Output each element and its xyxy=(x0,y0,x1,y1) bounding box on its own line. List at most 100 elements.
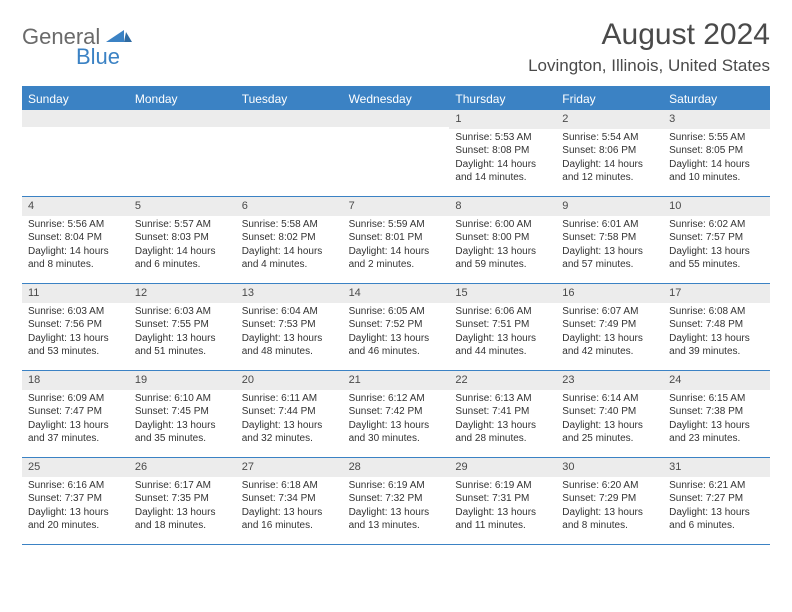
sunrise-text: Sunrise: 6:16 AM xyxy=(28,479,123,493)
sunset-text: Sunset: 7:42 PM xyxy=(349,405,444,419)
day-body: Sunrise: 6:02 AMSunset: 7:57 PMDaylight:… xyxy=(663,216,770,276)
daylight-text: Daylight: 13 hours and 13 minutes. xyxy=(349,506,444,533)
daylight-text: Daylight: 13 hours and 11 minutes. xyxy=(455,506,550,533)
calendar-day-cell xyxy=(22,110,129,196)
day-number: 30 xyxy=(556,458,663,477)
sunset-text: Sunset: 7:56 PM xyxy=(28,318,123,332)
daylight-text: Daylight: 13 hours and 48 minutes. xyxy=(242,332,337,359)
day-body: Sunrise: 6:19 AMSunset: 7:32 PMDaylight:… xyxy=(343,477,450,537)
sunrise-text: Sunrise: 6:06 AM xyxy=(455,305,550,319)
day-number: 8 xyxy=(449,197,556,216)
sunset-text: Sunset: 8:05 PM xyxy=(669,144,764,158)
daylight-text: Daylight: 13 hours and 16 minutes. xyxy=(242,506,337,533)
day-header: Saturday xyxy=(663,88,770,110)
sunset-text: Sunset: 8:01 PM xyxy=(349,231,444,245)
day-body: Sunrise: 6:03 AMSunset: 7:55 PMDaylight:… xyxy=(129,303,236,363)
sunset-text: Sunset: 7:48 PM xyxy=(669,318,764,332)
sunset-text: Sunset: 8:02 PM xyxy=(242,231,337,245)
calendar-day-cell: 18Sunrise: 6:09 AMSunset: 7:47 PMDayligh… xyxy=(22,371,129,457)
day-body: Sunrise: 6:08 AMSunset: 7:48 PMDaylight:… xyxy=(663,303,770,363)
day-body: Sunrise: 5:57 AMSunset: 8:03 PMDaylight:… xyxy=(129,216,236,276)
calendar-day-cell: 13Sunrise: 6:04 AMSunset: 7:53 PMDayligh… xyxy=(236,284,343,370)
day-number: 26 xyxy=(129,458,236,477)
sunset-text: Sunset: 7:34 PM xyxy=(242,492,337,506)
daylight-text: Daylight: 13 hours and 30 minutes. xyxy=(349,419,444,446)
day-body: Sunrise: 6:00 AMSunset: 8:00 PMDaylight:… xyxy=(449,216,556,276)
day-number: 4 xyxy=(22,197,129,216)
day-body: Sunrise: 6:15 AMSunset: 7:38 PMDaylight:… xyxy=(663,390,770,450)
sunset-text: Sunset: 8:00 PM xyxy=(455,231,550,245)
sunrise-text: Sunrise: 6:00 AM xyxy=(455,218,550,232)
sunset-text: Sunset: 7:41 PM xyxy=(455,405,550,419)
day-number: 15 xyxy=(449,284,556,303)
daylight-text: Daylight: 13 hours and 8 minutes. xyxy=(562,506,657,533)
sunrise-text: Sunrise: 6:03 AM xyxy=(28,305,123,319)
day-number: 27 xyxy=(236,458,343,477)
day-number: 1 xyxy=(449,110,556,129)
calendar-day-cell: 29Sunrise: 6:19 AMSunset: 7:31 PMDayligh… xyxy=(449,458,556,544)
daylight-text: Daylight: 14 hours and 2 minutes. xyxy=(349,245,444,272)
day-number: 20 xyxy=(236,371,343,390)
day-body: Sunrise: 6:12 AMSunset: 7:42 PMDaylight:… xyxy=(343,390,450,450)
day-body: Sunrise: 6:03 AMSunset: 7:56 PMDaylight:… xyxy=(22,303,129,363)
day-body: Sunrise: 6:19 AMSunset: 7:31 PMDaylight:… xyxy=(449,477,556,537)
day-number: 14 xyxy=(343,284,450,303)
day-body: Sunrise: 6:04 AMSunset: 7:53 PMDaylight:… xyxy=(236,303,343,363)
sunrise-text: Sunrise: 6:03 AM xyxy=(135,305,230,319)
sunrise-text: Sunrise: 5:59 AM xyxy=(349,218,444,232)
sunset-text: Sunset: 8:08 PM xyxy=(455,144,550,158)
sunset-text: Sunset: 8:04 PM xyxy=(28,231,123,245)
calendar-day-cell: 21Sunrise: 6:12 AMSunset: 7:42 PMDayligh… xyxy=(343,371,450,457)
sunset-text: Sunset: 7:27 PM xyxy=(669,492,764,506)
day-header: Sunday xyxy=(22,88,129,110)
day-number: 28 xyxy=(343,458,450,477)
sunset-text: Sunset: 7:40 PM xyxy=(562,405,657,419)
calendar-day-cell: 24Sunrise: 6:15 AMSunset: 7:38 PMDayligh… xyxy=(663,371,770,457)
calendar-day-cell: 2 Sunrise: 5:54 AMSunset: 8:06 PMDaylight… xyxy=(556,110,663,196)
day-body: Sunrise: 5:58 AMSunset: 8:02 PMDaylight:… xyxy=(236,216,343,276)
day-body: Sunrise: 6:11 AMSunset: 7:44 PMDaylight:… xyxy=(236,390,343,450)
day-body: Sunrise: 6:09 AMSunset: 7:47 PMDaylight:… xyxy=(22,390,129,450)
day-number: 12 xyxy=(129,284,236,303)
day-number: 24 xyxy=(663,371,770,390)
day-number xyxy=(343,110,450,127)
daylight-text: Daylight: 14 hours and 10 minutes. xyxy=(669,158,764,185)
daylight-text: Daylight: 13 hours and 18 minutes. xyxy=(135,506,230,533)
location-text: Lovington, Illinois, United States xyxy=(528,56,770,76)
day-number: 2 xyxy=(556,110,663,129)
month-title: August 2024 xyxy=(528,18,770,52)
daylight-text: Daylight: 13 hours and 25 minutes. xyxy=(562,419,657,446)
day-body: Sunrise: 6:13 AMSunset: 7:41 PMDaylight:… xyxy=(449,390,556,450)
daylight-text: Daylight: 13 hours and 32 minutes. xyxy=(242,419,337,446)
daylight-text: Daylight: 14 hours and 12 minutes. xyxy=(562,158,657,185)
calendar-day-cell: 15Sunrise: 6:06 AMSunset: 7:51 PMDayligh… xyxy=(449,284,556,370)
calendar-day-cell: 28Sunrise: 6:19 AMSunset: 7:32 PMDayligh… xyxy=(343,458,450,544)
sunrise-text: Sunrise: 6:08 AM xyxy=(669,305,764,319)
day-number: 21 xyxy=(343,371,450,390)
sunrise-text: Sunrise: 6:19 AM xyxy=(455,479,550,493)
calendar-week-row: 4Sunrise: 5:56 AMSunset: 8:04 PMDaylight… xyxy=(22,197,770,284)
sunset-text: Sunset: 7:58 PM xyxy=(562,231,657,245)
sunset-text: Sunset: 8:03 PM xyxy=(135,231,230,245)
day-header: Tuesday xyxy=(236,88,343,110)
sunrise-text: Sunrise: 5:54 AM xyxy=(562,131,657,145)
day-body: Sunrise: 6:01 AMSunset: 7:58 PMDaylight:… xyxy=(556,216,663,276)
sunset-text: Sunset: 7:37 PM xyxy=(28,492,123,506)
daylight-text: Daylight: 13 hours and 53 minutes. xyxy=(28,332,123,359)
calendar-day-cell xyxy=(236,110,343,196)
sunrise-text: Sunrise: 5:55 AM xyxy=(669,131,764,145)
daylight-text: Daylight: 13 hours and 59 minutes. xyxy=(455,245,550,272)
day-body: Sunrise: 6:17 AMSunset: 7:35 PMDaylight:… xyxy=(129,477,236,537)
calendar-day-cell: 10Sunrise: 6:02 AMSunset: 7:57 PMDayligh… xyxy=(663,197,770,283)
day-body: Sunrise: 6:07 AMSunset: 7:49 PMDaylight:… xyxy=(556,303,663,363)
sunrise-text: Sunrise: 6:04 AM xyxy=(242,305,337,319)
calendar-day-cell: 20Sunrise: 6:11 AMSunset: 7:44 PMDayligh… xyxy=(236,371,343,457)
day-number: 29 xyxy=(449,458,556,477)
day-number: 3 xyxy=(663,110,770,129)
daylight-text: Daylight: 13 hours and 44 minutes. xyxy=(455,332,550,359)
calendar-day-cell: 4Sunrise: 5:56 AMSunset: 8:04 PMDaylight… xyxy=(22,197,129,283)
sunrise-text: Sunrise: 6:11 AM xyxy=(242,392,337,406)
sunrise-text: Sunrise: 6:19 AM xyxy=(349,479,444,493)
header-bar: General Blue August 2024 Lovington, Illi… xyxy=(22,18,770,76)
sunset-text: Sunset: 8:06 PM xyxy=(562,144,657,158)
